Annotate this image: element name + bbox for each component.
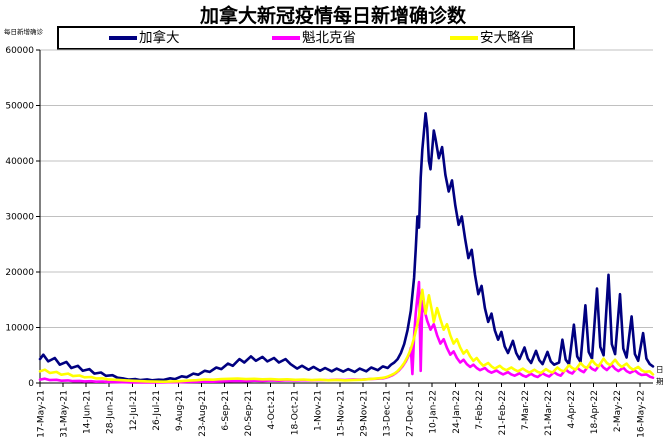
x-tick-label: 21-Feb-22	[498, 390, 508, 435]
x-axis-title: 日期	[656, 365, 664, 386]
y-axis-unit-label: 每日新增确诊	[4, 28, 43, 36]
x-tick-label: 4-Oct-21	[267, 390, 277, 430]
series-line-魁北克省	[38, 280, 655, 384]
x-tick-label: 27-Dec-21	[406, 390, 416, 437]
legend-swatch-ontario	[450, 36, 478, 40]
series-line-安大略省	[38, 288, 655, 384]
x-tick-label: 6-Sep-21	[221, 390, 231, 431]
legend-label-ontario: 安大略省	[480, 30, 534, 46]
x-tick-label: 23-Aug-21	[198, 390, 208, 437]
y-tick-label: 60000	[5, 46, 34, 56]
x-tick-label: 15-Nov-21	[336, 390, 346, 437]
legend-item-ontario: 安大略省	[450, 28, 534, 48]
legend-item-quebec: 魁北克省	[272, 28, 356, 48]
x-tick-label: 31-May-21	[60, 390, 70, 437]
x-tick-label: 24-Jan-22	[452, 390, 462, 434]
y-tick-label: 0	[28, 379, 34, 389]
x-tick-label: 13-Dec-21	[383, 390, 393, 437]
y-tick-label: 50000	[5, 102, 34, 112]
x-tick-label: 10-Jan-22	[429, 390, 439, 434]
legend-label-quebec: 魁北克省	[302, 30, 356, 46]
x-tick-label: 20-Sep-21	[244, 390, 254, 436]
x-tick-label: 18-Apr-22	[590, 390, 600, 434]
chart-title: 加拿大新冠疫情每日新增确诊数	[199, 5, 466, 27]
legend-swatch-canada	[109, 36, 137, 40]
y-tick-label: 10000	[5, 324, 34, 334]
legend: 加拿大 魁北克省 安大略省	[57, 26, 575, 50]
y-tick-label: 20000	[5, 268, 34, 278]
x-tick-label: 29-Nov-21	[359, 390, 369, 437]
x-tick-label: 28-Jun-21	[106, 390, 116, 434]
legend-item-canada: 加拿大	[109, 28, 180, 48]
x-tick-label: 4-Apr-22	[567, 390, 577, 428]
y-tick-label: 30000	[5, 213, 34, 223]
legend-swatch-quebec	[272, 36, 300, 40]
x-tick-label: 9-Aug-21	[175, 390, 185, 431]
x-tick-label: 14-Jun-21	[83, 390, 93, 434]
legend-label-canada: 加拿大	[139, 30, 180, 46]
series-line-加拿大	[38, 112, 655, 382]
y-tick-label: 40000	[5, 157, 34, 167]
x-tick-label: 7-Feb-22	[475, 390, 485, 430]
x-tick-label: 18-Oct-21	[290, 390, 300, 435]
x-tick-label: 17-May-21	[37, 390, 47, 437]
x-tick-label: 1-Nov-21	[313, 390, 323, 431]
x-tick-label: 7-Mar-22	[521, 390, 531, 430]
x-tick-label: 26-Jul-21	[152, 390, 162, 431]
x-tick-label: 21-Mar-22	[544, 390, 554, 436]
x-tick-label: 16-May-22	[636, 390, 646, 437]
x-tick-label: 2-May-22	[613, 390, 623, 432]
x-tick-label: 12-Jul-21	[129, 390, 139, 431]
